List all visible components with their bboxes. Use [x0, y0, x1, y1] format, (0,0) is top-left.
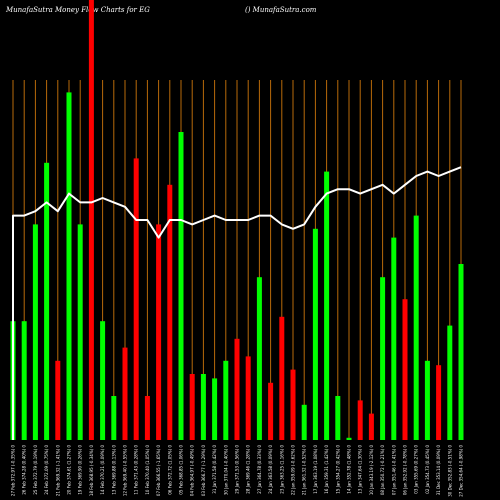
money-flow-bar — [156, 224, 162, 440]
x-tick-label: 18 Feb 368.95 (-0.34%) 0 — [89, 445, 94, 497]
x-tick-label: 12 Feb 369.40 (-0.55%) 0 — [123, 445, 128, 497]
x-tick-label: 24 Jan 363.58 (0.09%) 0 — [268, 445, 273, 494]
x-tick-label: 30 Jan 370.04 (-0.40%) 0 — [223, 445, 228, 496]
x-tick-label: 27 Dec 354.64 (-0.98%) 0 — [459, 445, 464, 497]
x-tick-label: 11 Feb 371.43 (0.28%) 0 — [134, 445, 139, 495]
money-flow-bar — [346, 437, 352, 440]
money-flow-bar — [44, 162, 50, 441]
x-tick-label: 16 Jan 359.31 (1.42%) 0 — [324, 445, 329, 494]
money-flow-bar — [200, 374, 206, 440]
x-tick-label: 24 Feb 372.09 (0.75%) 0 — [44, 445, 49, 495]
money-flow-bar — [413, 215, 419, 440]
money-flow-bar — [100, 321, 106, 440]
x-tick-label: 28 Jan 369.46 (1.28%) 0 — [246, 445, 251, 494]
x-tick-label: 27 Jan 364.78 (0.33%) 0 — [257, 445, 262, 494]
x-tick-label: 30 Dec 352.83 (-0.51%) 0 — [447, 445, 452, 497]
x-tick-label: 08 Jan 350.72 (-0.21%) 0 — [380, 445, 385, 496]
x-tick-label: 27 Feb 372.97 (-0.35%) 0 — [11, 445, 16, 497]
x-tick-label: 26 Feb 374.28 (0.40%) 0 — [22, 445, 27, 495]
x-tick-label: 07 Jan 351.46 (-0.41%) 0 — [391, 445, 396, 496]
money-flow-bar — [391, 237, 397, 440]
x-tick-label: 31 Jan 371.58 (0.42%) 0 — [212, 445, 217, 494]
money-flow-bar — [223, 360, 229, 440]
money-flow-bar — [301, 404, 307, 440]
money-flow-bar — [21, 321, 27, 440]
money-flow-bar — [77, 224, 83, 440]
money-flow-bar — [335, 396, 341, 440]
money-flow-bar — [133, 158, 139, 440]
x-tick-label: 02 Jan 354.73 (0.45%) 0 — [425, 445, 430, 494]
money-flow-bar — [122, 347, 128, 440]
money-flow-bar — [144, 396, 150, 440]
money-flow-bar — [368, 413, 374, 440]
money-flow-bar — [290, 369, 296, 440]
x-axis-tick-labels: 27 Feb 372.97 (-0.35%) 0 26 Feb 374.28 (0… — [11, 445, 464, 497]
x-tick-label: 13 Jan 347.64 (1.30%) 0 — [358, 445, 363, 494]
money-flow-bar — [32, 224, 38, 440]
money-flow-bar — [268, 382, 274, 440]
money-flow-bar — [178, 132, 184, 440]
x-tick-label: 06 Feb 372.72 (1.05%) 0 — [167, 445, 172, 495]
x-tick-label: 06 Jan 352.92 (-0.78%) 0 — [403, 445, 408, 496]
money-flow-bar — [402, 299, 408, 440]
money-flow-bar — [458, 264, 464, 440]
money-flow-bar — [111, 396, 117, 440]
x-tick-label: 07 Feb 366.55 (-1.65%) 0 — [156, 445, 161, 497]
money-flow-bar — [55, 360, 61, 440]
money-flow-bar — [88, 0, 94, 440]
x-tick-label: 05 Feb 368.85 (1.06%) 0 — [179, 445, 184, 495]
x-tick-label: 22 Jan 359.09 (-0.62%) 0 — [291, 445, 296, 496]
x-tick-label: 15 Jan 354.27 (0.42%) 0 — [335, 445, 340, 494]
x-tick-label: 14 Feb 370.21 (0.09%) 0 — [100, 445, 105, 495]
money-flow-bar — [212, 378, 218, 440]
x-tick-label: 10 Jan 343.19 (-2.12%) 0 — [369, 445, 374, 496]
x-tick-label: 10 Feb 370.40 (1.05%) 0 — [145, 445, 150, 495]
money-flow-line — [12, 166, 462, 440]
money-flow-bar — [324, 171, 330, 440]
x-tick-label: 21 Feb 369.32 (-1.41%) 0 — [55, 445, 60, 497]
money-flow-bar — [279, 316, 285, 440]
x-tick-label: 21 Jan 361.32 (-0.52%) 0 — [302, 445, 307, 496]
money-flow-bar — [167, 184, 173, 440]
chart-title: MunafaSutra Money Flow Charts for EG — [5, 6, 150, 14]
money-flow-bar — [66, 92, 72, 441]
money-flow-bar — [189, 374, 195, 440]
x-tick-label: 04 Feb 364.97 (-0.49%) 0 — [190, 445, 195, 497]
money-flow-bar — [234, 338, 240, 440]
money-flow-bar — [312, 228, 318, 440]
money-flow-bar — [256, 277, 262, 440]
x-tick-label: 29 Jan 371.53 (0.56%) 0 — [235, 445, 240, 494]
money-flow-bar — [447, 325, 453, 440]
x-tick-label: 23 Jan 363.25 (1.16%) 0 — [279, 445, 284, 494]
x-tick-label: 13 Feb 369.88 (0.13%) 0 — [111, 445, 116, 495]
money-flow-bar — [424, 360, 430, 440]
x-tick-label: 25 Feb 372.79 (0.19%) 0 — [33, 445, 38, 495]
x-tick-label: 14 Jan 352.78 (1.48%) 0 — [347, 445, 352, 494]
money-flow-bar — [380, 277, 386, 440]
money-flow-bar — [436, 365, 442, 440]
money-flow-bar — [245, 356, 251, 440]
money-flow-bar — [357, 400, 363, 440]
x-tick-label: 31 Dec 353.14 (0.09%) 0 — [436, 445, 441, 496]
x-tick-label: 19 Feb 369.90 (0.26%) 0 — [78, 445, 83, 495]
x-tick-label: 03 Feb 366.77 (-1.29%) 0 — [201, 445, 206, 497]
x-tick-label: 03 Jan 355.69 (0.27%) 0 — [414, 445, 419, 494]
x-tick-label: 20 Feb 374.61 (1.27%) 0 — [67, 445, 72, 495]
chart-site-name: () MunafaSutra.com — [245, 6, 317, 14]
money-flow-bars — [10, 0, 464, 441]
x-tick-label: 17 Jan 363.19 (1.08%) 0 — [313, 445, 318, 494]
